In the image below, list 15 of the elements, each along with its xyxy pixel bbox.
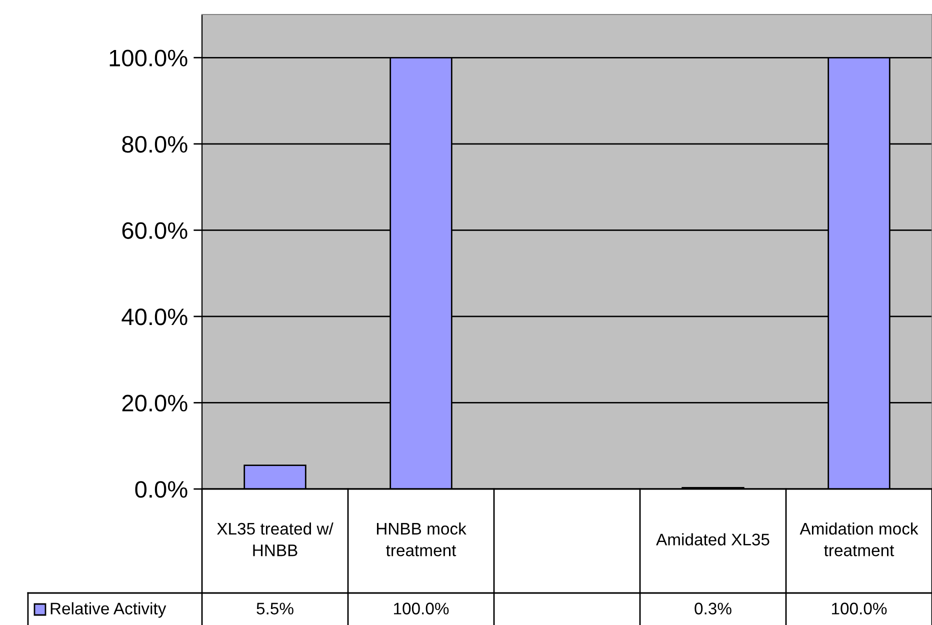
y-tick-label: 0.0% — [135, 481, 188, 498]
y-tick-label: 20.0% — [122, 394, 188, 412]
y-tick-label: 40.0% — [122, 308, 188, 326]
data-label: 0.3% — [694, 602, 732, 614]
y-tick-label: 60.0% — [122, 222, 188, 239]
data-label: 5.5% — [256, 602, 294, 614]
y-tick-label: 100.0% — [110, 50, 188, 66]
x-tick-label: XL35 treated w/ HNBB — [217, 522, 334, 556]
x-tick-label: Amidated XL35 — [656, 533, 770, 546]
legend-label: Relative Activity — [50, 602, 166, 618]
data-label: 100.0% — [394, 602, 449, 614]
data-label: 100.0% — [832, 602, 887, 614]
y-tick-label: 80.0% — [122, 136, 188, 153]
x-tick-label: Amidation mock treatment — [800, 522, 918, 556]
x-tick-label: HNBB mock treatment — [376, 522, 466, 556]
